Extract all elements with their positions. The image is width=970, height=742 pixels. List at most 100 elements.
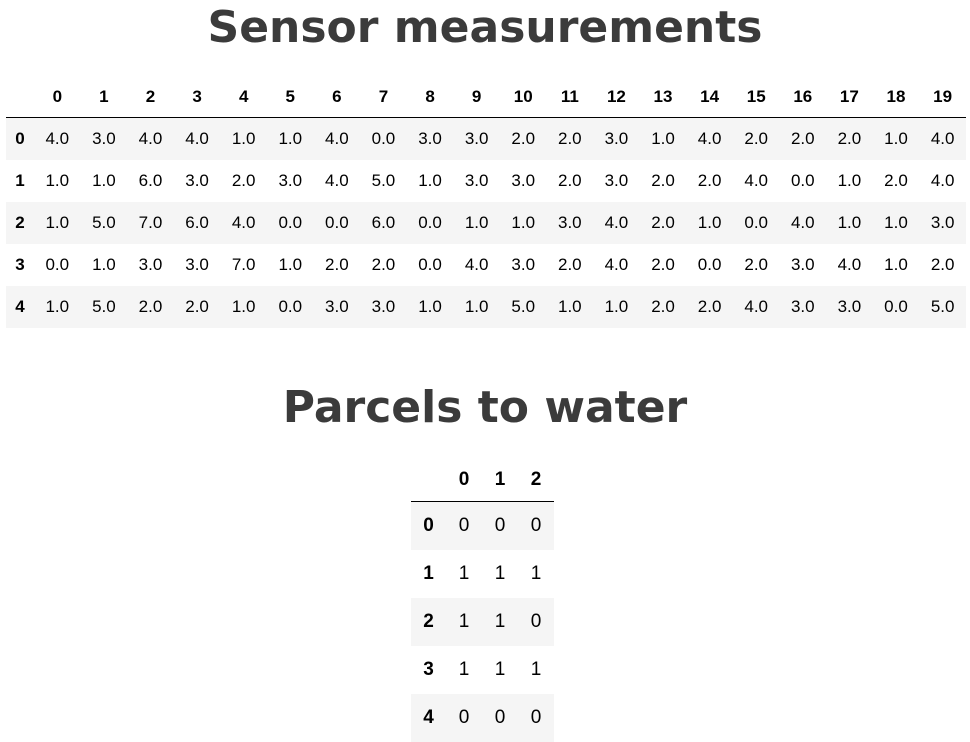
sensor-cell: 3.0 [185,254,209,274]
sensor-column-header: 9 [453,77,500,118]
sensor-column-header: 0 [34,77,81,118]
sensor-cell: 4.0 [744,296,769,316]
sensor-cell: 0.0 [371,128,396,148]
sensor-cell: 5.0 [930,296,955,316]
sensor-column-header: 16 [779,77,827,118]
sensor-cell: 3.0 [325,296,349,316]
sensor-column-header: 2 [127,77,174,118]
sensor-cell: 1.0 [511,212,536,232]
sensor-cell: 6.0 [138,170,163,190]
sensor-column-header: 10 [499,77,547,118]
sensor-cell: 2.0 [558,254,582,274]
sensor-cell: 1.0 [464,296,489,316]
sensor-column-header: 8 [406,77,454,118]
sensor-cell: 1.0 [837,170,862,190]
parcels-table-row: 4 0 0 0 [411,693,554,742]
sensor-table-body: 0 4.0 3.0 4.0 4.0 1.0 1.0 4.0 0.0 3.0 3.0 2.0 2.0 3.0… [6,117,966,328]
sensor-column-header: 11 [546,77,594,118]
parcels-column-header: 2 [518,459,554,502]
parcels-table-row: 2 1 1 0 [411,597,554,646]
sensor-row-index: 0 [15,128,25,148]
sensor-cell: 1.0 [278,254,303,274]
sensor-cell: 0.0 [278,212,303,232]
sensor-cell: 1.0 [604,296,629,316]
sensor-cell: 1.0 [884,128,908,148]
sensor-cell: 0.0 [697,254,722,274]
parcels-cell: 1 [458,610,470,632]
sensor-cell: 3.0 [418,128,442,148]
sensor-cell: 1.0 [884,254,908,274]
sensor-cell: 2.0 [371,254,396,274]
sensor-cell: 0.0 [790,170,815,190]
sensor-table-row: 3 0.0 1.0 3.0 3.0 7.0 1.0 2.0 2.0 0.0 4.0 3.0 2.0 4.0… [6,244,966,286]
parcels-cell: 0 [494,706,506,728]
sensor-cell: 3.0 [138,254,163,274]
sensor-column-header: 15 [732,77,780,118]
parcels-row-index: 4 [423,706,434,728]
parcels-row-index: 2 [423,610,434,632]
sensor-cell: 3.0 [790,296,815,316]
sensor-cell: 7.0 [231,254,256,274]
sensor-cell: 4.0 [930,170,955,190]
sensor-cell: 5.0 [92,296,116,316]
sensor-cell: 3.0 [464,128,489,148]
sensor-cell: 2.0 [651,170,675,190]
parcels-cell: 0 [494,514,506,536]
sensor-cell: 1.0 [92,254,116,274]
sensor-column-header: 14 [686,77,733,118]
sensor-cell: 3.0 [511,254,536,274]
sensor-cell: 2.0 [744,254,769,274]
sensor-cell: 1.0 [418,296,442,316]
sensor-cell: 7.0 [138,212,163,232]
sensor-cell: 0.0 [418,212,442,232]
sensor-column-header: 18 [872,77,920,118]
sensor-cell: 3.0 [464,170,489,190]
sensor-column-header: 17 [826,77,873,118]
sensor-cell: 2.0 [697,170,722,190]
sensor-cell: 3.0 [511,170,536,190]
sensor-cell: 2.0 [138,296,163,316]
sensor-cell: 1.0 [418,170,442,190]
sensor-cell: 1.0 [651,128,675,148]
parcels-table-row: 3 1 1 1 [411,646,554,694]
parcels-to-water-title: Parcels to water [282,382,688,433]
sensor-column-header: 6 [313,77,361,118]
sensor-cell: 1.0 [231,296,256,316]
sensor-cell: 2.0 [884,170,908,190]
sensor-cell: 1.0 [697,212,722,232]
sensor-cell: 2.0 [930,254,955,274]
sensor-cell: 3.0 [371,296,396,316]
sensor-cell: 4.0 [325,170,349,190]
sensor-cell: 0.0 [884,296,908,316]
sensor-table-row: 2 1.0 5.0 7.0 6.0 4.0 0.0 0.0 6.0 0.0 1.0 1.0 3.0 4.0… [6,201,966,244]
sensor-cell: 3.0 [278,170,303,190]
sensor-cell: 4.0 [325,128,349,148]
parcels-table-body: 0 0 0 0 1 1 1 1 2 1 1 0 3 1 1 1 4 0 0 0 [411,501,554,742]
sensor-cell: 0.0 [325,212,349,232]
sensor-column-header: 5 [266,77,314,118]
parcels-cell: 1 [530,658,542,680]
sensor-cell: 3.0 [604,170,629,190]
sensor-cell: 2.0 [185,296,209,316]
sensor-cell: 3.0 [930,212,955,232]
sensor-cell: 2.0 [837,128,862,148]
parcels-cell: 1 [494,610,506,632]
parcels-cell: 0 [530,514,542,536]
sensor-cell: 2.0 [325,254,349,274]
sensor-cell: 4.0 [604,212,629,232]
sensor-cell: 3.0 [837,296,862,316]
parcels-cell: 1 [458,658,470,680]
sensor-cell: 1.0 [837,212,862,232]
parcels-column-header: 0 [446,459,482,502]
sensor-cell: 6.0 [185,212,209,232]
parcels-cell: 0 [530,610,542,632]
sensor-column-header: 7 [360,77,407,118]
sensor-cell: 2.0 [744,128,769,148]
sensor-header-row: 0 1 2 3 4 5 6 7 8 9 10 11 12 13 14 15 16 17 18 19 [6,77,966,118]
parcels-row-index: 0 [423,514,434,536]
parcels-cell: 1 [494,658,506,680]
sensor-cell: 1.0 [884,212,908,232]
sensor-cell: 1.0 [92,170,116,190]
sensor-column-header: 12 [593,77,640,118]
